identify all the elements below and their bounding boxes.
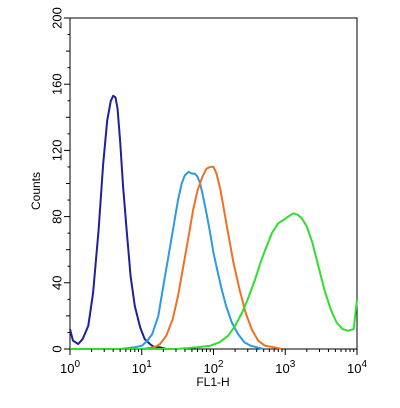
y-tick-label: 80 xyxy=(49,209,64,223)
series-line-4 xyxy=(70,212,358,350)
x-axis-title: FL1-H xyxy=(196,375,229,389)
x-tick-label: 102 xyxy=(203,359,223,376)
series-layer xyxy=(69,94,358,350)
x-tick-label: 101 xyxy=(132,359,152,376)
plot-frame xyxy=(69,17,358,350)
y-tick-label: 120 xyxy=(49,140,64,162)
y-tick-label: 0 xyxy=(49,345,64,352)
y-tick-label: 40 xyxy=(49,276,64,290)
x-tick-label: 104 xyxy=(347,359,367,376)
series-line-3 xyxy=(70,165,283,350)
plot-border xyxy=(69,17,358,350)
x-tick-label: 103 xyxy=(275,359,295,376)
y-axis-title: Counts xyxy=(29,172,43,210)
x-axis: 100 101 102 103 104 xyxy=(60,349,367,376)
y-tick-label: 160 xyxy=(49,73,64,95)
y-axis: 0 40 80 120 160 200 xyxy=(49,7,70,353)
series-line-2 xyxy=(70,170,264,350)
y-tick-label: 200 xyxy=(49,7,64,29)
x-tick-label: 100 xyxy=(60,359,80,376)
